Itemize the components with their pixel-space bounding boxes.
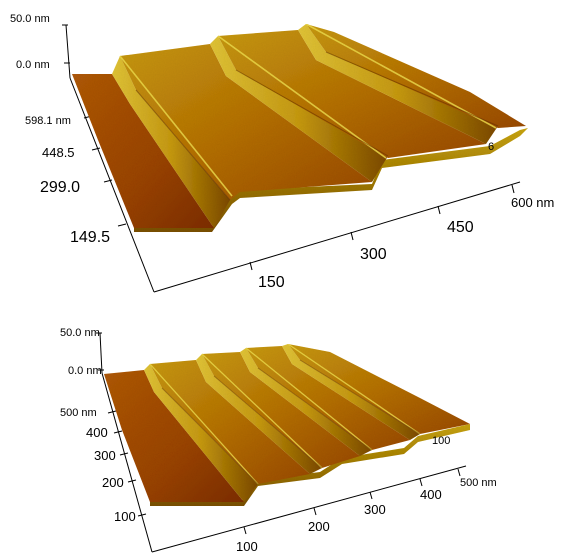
bottom-y-tick-3: 300 — [94, 448, 116, 463]
top-surface — [72, 23, 528, 232]
bottom-x-tick-5: 500 nm — [460, 477, 497, 489]
bottom-x-tick-4: 400 — [420, 487, 442, 502]
bottom-x-tick-3: 300 — [364, 502, 386, 517]
top-z-max-label: 50.0 nm — [10, 13, 50, 25]
top-afm-plot: 50.0 nm 0.0 nm 598.1 nm 448.5 299.0 149.… — [10, 13, 554, 293]
bottom-z-zero-label: 0.0 nm — [68, 365, 102, 377]
bottom-surface — [104, 343, 470, 506]
bottom-y-tick-4: 200 — [102, 475, 124, 490]
bottom-x-tick-1: 100 — [236, 539, 258, 554]
bottom-axes — [96, 332, 467, 553]
top-y-tick-2: 448.5 — [42, 145, 75, 160]
top-x-tick-1: 150 — [258, 274, 285, 291]
top-y-tick-4: 149.5 — [70, 229, 110, 246]
top-x-tick-4: 600 nm — [511, 195, 554, 210]
bottom-y-tick-1: 500 nm — [60, 407, 97, 419]
top-y-tick-1: 598.1 nm — [25, 115, 71, 127]
bottom-right-label: 100 — [432, 435, 450, 447]
top-x-tick-2: 300 — [360, 246, 387, 263]
bottom-y-tick-2: 400 — [86, 425, 108, 440]
top-stray-label: 6 — [488, 141, 494, 153]
top-x-tick-3: 450 — [447, 219, 474, 236]
bottom-z-max-label: 50.0 nm — [60, 327, 100, 339]
bottom-afm-plot: 50.0 nm 0.0 nm 500 nm 400 300 200 100 10… — [60, 327, 497, 554]
top-y-tick-3: 299.0 — [40, 179, 80, 196]
bottom-y-tick-5: 100 — [114, 509, 136, 524]
top-z-zero-label: 0.0 nm — [16, 59, 50, 71]
bottom-x-tick-2: 200 — [308, 519, 330, 534]
top-axes — [62, 24, 521, 293]
